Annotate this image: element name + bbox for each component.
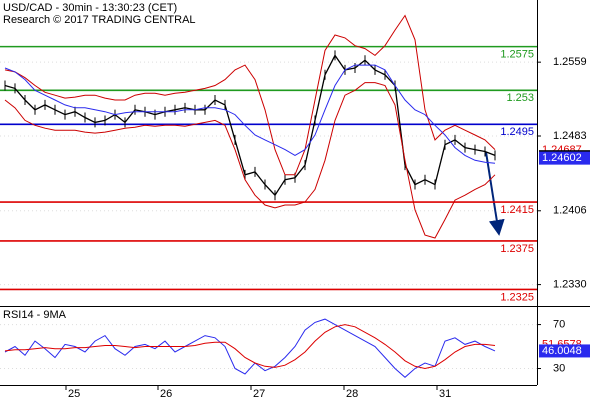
level-label: 1.2325 — [500, 291, 534, 303]
forecast-arrow — [485, 151, 505, 236]
y-tick-label: 30 — [553, 362, 565, 374]
plot-layer: 1.2559 1.2483 1.2406 1.2330 25 26 27 28 31 1.2575… — [0, 14, 590, 400]
chart-title: USD/CAD - 30min - 13:30:23 (CET) — [3, 2, 177, 14]
price-label: 1.24602 — [542, 152, 582, 164]
level-label: 1.2575 — [500, 49, 534, 61]
series-line — [4, 54, 496, 197]
series-line — [4, 14, 496, 176]
x-tick-label: 28 — [346, 388, 358, 400]
y-tick-label: 70 — [553, 318, 565, 330]
series-line — [4, 318, 496, 378]
y-tick-label: 1.2330 — [553, 279, 587, 291]
price-label: 46.0048 — [542, 345, 582, 357]
x-tick-label: 27 — [253, 388, 265, 400]
level-label: 1.253 — [506, 92, 534, 104]
price-label-box — [539, 151, 590, 165]
series-line — [4, 324, 496, 370]
rsi-title: RSI14 - 9MA — [3, 309, 67, 321]
x-tick-label: 31 — [439, 388, 451, 400]
level-label: 1.2375 — [500, 243, 534, 255]
level-label: 1.2495 — [500, 126, 534, 138]
chart-subtitle: Research © 2017 TRADING CENTRAL — [3, 14, 196, 26]
price-label-box — [539, 344, 590, 358]
y-tick-label: 1.2483 — [553, 130, 587, 142]
x-tick-label: 25 — [68, 388, 80, 400]
level-label: 1.2415 — [500, 204, 534, 216]
y-tick-label: 1.2559 — [553, 56, 587, 68]
series-line — [4, 64, 496, 164]
y-tick-label: 1.2406 — [553, 205, 587, 217]
series-line — [4, 82, 496, 239]
x-tick-label: 26 — [160, 388, 172, 400]
